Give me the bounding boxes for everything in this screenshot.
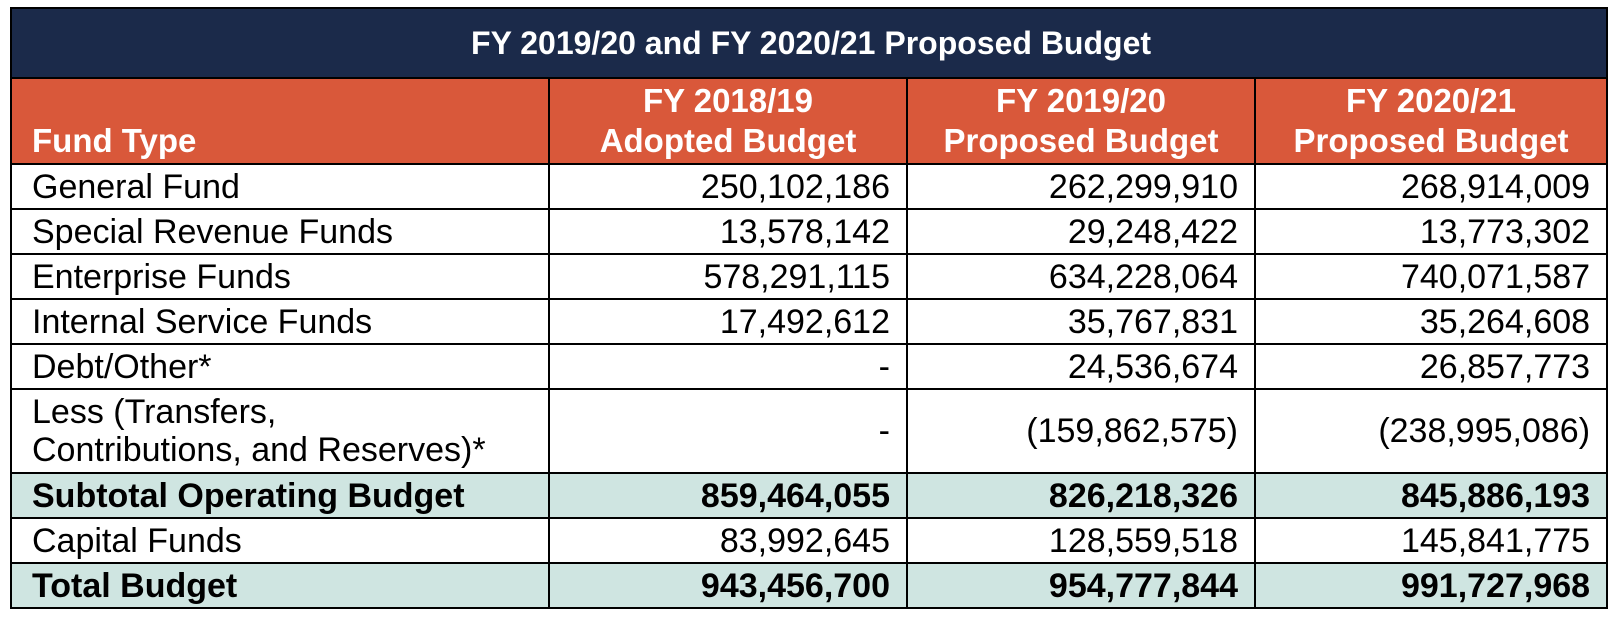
header-fy2018-19-line2: Adopted Budget (599, 122, 857, 159)
cell-fy2020-21: 26,857,773 (1253, 343, 1609, 390)
cell-fy2018-19: 578,291,115 (548, 253, 908, 300)
cell-fy2019-20: 262,299,910 (906, 163, 1256, 210)
cell-fy2020-21: 991,727,968 (1253, 562, 1609, 609)
cell-fy2020-21: 845,886,193 (1253, 472, 1609, 519)
row-label: Special Revenue Funds (10, 208, 550, 255)
row-label: Subtotal Operating Budget (10, 472, 550, 519)
cell-fy2019-20: 634,228,064 (906, 253, 1256, 300)
cell-fy2019-20: 35,767,831 (906, 298, 1256, 345)
cell-fy2020-21: (238,995,086) (1253, 388, 1609, 474)
header-fy2020-21: FY 2020/21 Proposed Budget (1253, 77, 1609, 165)
table-title: FY 2019/20 and FY 2020/21 Proposed Budge… (9, 7, 1609, 79)
header-fy2020-21-line1: FY 2020/21 (1346, 82, 1517, 119)
cell-fy2020-21: 145,841,775 (1253, 517, 1609, 564)
cell-fy2018-19: 17,492,612 (548, 298, 908, 345)
table-row-less-transfers: Less (Transfers, Contributions, and Reser… (10, 388, 1609, 474)
row-label-line2: Contributions, and Reserves)* (32, 431, 486, 469)
cell-fy2018-19: 943,456,700 (548, 562, 908, 609)
row-label: Internal Service Funds (10, 298, 550, 345)
header-fy2019-20-line2: Proposed Budget (943, 122, 1219, 159)
header-fy2020-21-line2: Proposed Budget (1293, 122, 1569, 159)
cell-fy2020-21: 268,914,009 (1253, 163, 1609, 210)
table-row-internal-service: Internal Service Funds 17,492,612 35,767… (10, 298, 1609, 345)
cell-fy2020-21: 13,773,302 (1253, 208, 1609, 255)
row-label: Less (Transfers, Contributions, and Reser… (10, 388, 550, 474)
cell-fy2018-19: 13,578,142 (548, 208, 908, 255)
budget-table: FY 2019/20 and FY 2020/21 Proposed Budge… (9, 7, 1609, 609)
table-row-capital-funds: Capital Funds 83,992,645 128,559,518 145… (10, 517, 1609, 564)
header-fy2018-19: FY 2018/19 Adopted Budget (548, 77, 908, 165)
header-fy2019-20: FY 2019/20 Proposed Budget (906, 77, 1256, 165)
cell-fy2018-19: 859,464,055 (548, 472, 908, 519)
row-label: Capital Funds (10, 517, 550, 564)
cell-fy2019-20: (159,862,575) (906, 388, 1256, 474)
row-label: Enterprise Funds (10, 253, 550, 300)
table-title-row: FY 2019/20 and FY 2020/21 Proposed Budge… (9, 7, 1609, 79)
table-row-special-revenue: Special Revenue Funds 13,578,142 29,248,… (10, 208, 1609, 255)
row-label: Total Budget (10, 562, 550, 609)
row-label: General Fund (10, 163, 550, 210)
header-fy2019-20-line1: FY 2019/20 (995, 82, 1167, 119)
cell-fy2018-19: 83,992,645 (548, 517, 908, 564)
row-label-line1: Less (Transfers, (32, 393, 277, 431)
cell-fy2019-20: 826,218,326 (906, 472, 1256, 519)
table-row-general-fund: General Fund 250,102,186 262,299,910 268… (10, 163, 1609, 210)
cell-fy2020-21: 35,264,608 (1253, 298, 1609, 345)
cell-fy2019-20: 29,248,422 (906, 208, 1256, 255)
table-row-enterprise: Enterprise Funds 578,291,115 634,228,064… (10, 253, 1609, 300)
table-row-debt-other: Debt/Other* - 24,536,674 26,857,773 (10, 343, 1609, 390)
table-row-total-budget: Total Budget 943,456,700 954,777,844 991… (10, 562, 1609, 609)
table-row-subtotal-operating: Subtotal Operating Budget 859,464,055 82… (10, 472, 1609, 519)
table-header-row: Fund Type FY 2018/19 Adopted Budget FY 20… (10, 77, 1609, 165)
cell-fy2019-20: 954,777,844 (906, 562, 1256, 609)
cell-fy2018-19: 250,102,186 (548, 163, 908, 210)
cell-fy2018-19: - (548, 388, 908, 474)
header-fy2018-19-line1: FY 2018/19 (642, 82, 814, 119)
cell-fy2019-20: 128,559,518 (906, 517, 1256, 564)
cell-fy2018-19: - (548, 343, 908, 390)
row-label: Debt/Other* (10, 343, 550, 390)
header-fund-type: Fund Type (10, 77, 550, 165)
cell-fy2019-20: 24,536,674 (906, 343, 1256, 390)
budget-table-container: FY 2019/20 and FY 2020/21 Proposed Budge… (9, 7, 1609, 609)
cell-fy2020-21: 740,071,587 (1253, 253, 1609, 300)
